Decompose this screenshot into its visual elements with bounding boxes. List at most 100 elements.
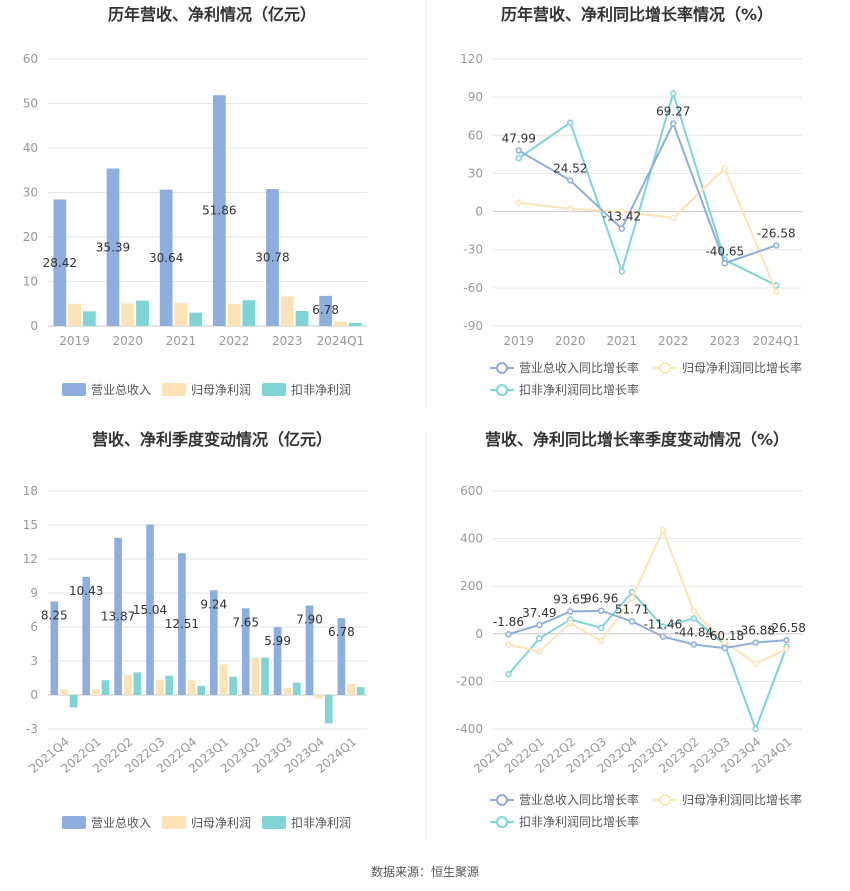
bar-parent-profit (174, 302, 188, 326)
data-label: 93.65 (553, 593, 587, 607)
bar-deducted-profit (293, 682, 301, 695)
data-label: 28.42 (43, 256, 77, 270)
data-label: 96.96 (584, 592, 618, 606)
x-tick-label: 2020 (112, 334, 143, 348)
bar-parent-profit (92, 689, 100, 695)
legend-swatch (162, 383, 186, 396)
legend-swatch (62, 816, 86, 829)
bar-revenue (159, 189, 173, 326)
x-tick-label: 2020 (555, 334, 586, 348)
data-label: 24.52 (553, 161, 587, 175)
chart-title: 历年营收、净利同比增长率情况（%） (501, 5, 773, 24)
line-point (659, 623, 667, 630)
bar-revenue (319, 295, 333, 326)
bar-revenue (146, 524, 154, 695)
y-tick-label: 90 (468, 90, 483, 104)
legend-marker (496, 816, 508, 828)
bar-deducted-profit (348, 322, 362, 326)
data-label: 69.27 (656, 104, 690, 118)
y-tick-label: -200 (456, 674, 483, 688)
data-label: 30.78 (255, 251, 289, 265)
line-point (505, 630, 512, 638)
annual-amount-chart: 历年营收、净利情况（亿元） 60 50 40 30 20 10 0 2019 2020 2021 20… (23, 5, 367, 397)
bar-revenue (241, 608, 250, 695)
y-tick-label: -30 (463, 243, 483, 257)
line-point (597, 637, 605, 645)
line-point (690, 641, 698, 648)
legend-label: 营业总收入 (91, 816, 151, 830)
bar-deducted-profit (356, 687, 365, 695)
y-tick-label: 40 (23, 141, 38, 155)
bar-deducted-profit (229, 676, 237, 695)
line-point (670, 90, 677, 97)
data-label: 13.87 (101, 609, 135, 623)
line-point (659, 527, 667, 534)
data-label: -11.46 (644, 618, 683, 632)
bar-revenue (337, 618, 346, 695)
x-tick-label: 2023 (709, 334, 740, 348)
bar-parent-profit (68, 303, 81, 326)
x-tick-label: 2019 (503, 334, 534, 348)
quarterly-amount-chart: 营收、净利季度变动情况（亿元）1815129630-32021Q42022Q12… (23, 430, 367, 830)
line-point (536, 635, 543, 642)
bar-parent-profit (121, 303, 135, 326)
data-label: -60.18 (705, 629, 744, 643)
line-point (567, 619, 574, 627)
line-point (597, 607, 605, 614)
bar-parent-profit (280, 296, 294, 326)
line-point (536, 648, 543, 655)
line-point (515, 147, 522, 154)
line-point (773, 288, 780, 295)
legend-label: 营业总收入同比增长率 (519, 360, 639, 375)
y-tick-label: -3 (26, 722, 38, 736)
bar-revenue (209, 590, 218, 695)
bar-parent-profit (219, 664, 228, 695)
x-tick-label: 2024Q1 (317, 334, 365, 348)
y-tick-label: 200 (460, 579, 483, 593)
y-tick-label: -400 (456, 722, 483, 736)
data-label: -26.58 (767, 621, 806, 635)
y-tick-label: -60 (463, 281, 483, 295)
y-tick-label: -90 (463, 319, 483, 333)
legend-label: 归母净利润 (191, 383, 251, 397)
bar-deducted-profit (197, 685, 206, 695)
bar-deducted-profit (69, 695, 78, 708)
legend-label: 扣非净利润 (291, 816, 351, 830)
line-point (783, 646, 790, 653)
y-tick-label: 60 (468, 128, 483, 142)
data-label: -44.84 (675, 625, 714, 639)
y-tick-label: 0 (30, 688, 38, 702)
data-label: 7.90 (296, 612, 323, 626)
legend-label: 归母净利润同比增长率 (682, 360, 802, 375)
y-tick-label: 60 (23, 52, 38, 66)
y-tick-label: 30 (468, 166, 483, 180)
data-label: -40.65 (705, 244, 744, 258)
y-tick-label: 10 (23, 275, 38, 289)
chart-title: 营收、净利同比增长率季度变动情况（%） (485, 430, 789, 449)
chart-title: 历年营收、净利情况（亿元） (108, 5, 316, 24)
legend-marker (496, 794, 508, 806)
line-point (505, 641, 512, 648)
data-source-note: 数据来源：恒生聚源 (370, 865, 479, 879)
bar-revenue (106, 168, 120, 326)
x-tick-label: 2021 (606, 334, 637, 348)
bar-deducted-profit (101, 680, 110, 695)
bar-parent-profit (187, 680, 196, 695)
data-label: -13.42 (602, 210, 641, 224)
data-label: 47.99 (502, 132, 536, 146)
line-point (690, 615, 698, 622)
bar-revenue (114, 537, 122, 695)
legend-swatch (162, 816, 186, 829)
data-label: 30.64 (149, 251, 183, 265)
x-tick-label: 2021 (166, 334, 197, 348)
bar-deducted-profit (136, 300, 149, 326)
line-point (752, 639, 759, 646)
vertical-divider-bottom (426, 432, 427, 840)
data-label: 9.24 (200, 597, 227, 611)
y-tick-label: 12 (23, 552, 38, 566)
data-label: 7.65 (232, 615, 259, 629)
line-deducted-profit (518, 89, 777, 287)
data-label: -26.58 (757, 226, 796, 240)
data-label: 5.99 (264, 634, 291, 648)
bar-revenue (82, 576, 91, 695)
